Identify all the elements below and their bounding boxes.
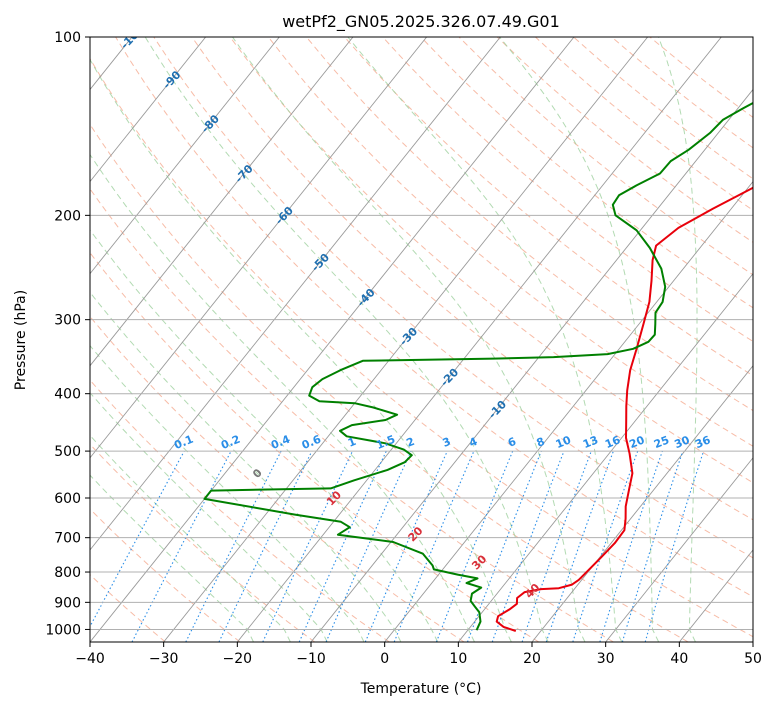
y-tick-label: 400 (54, 387, 81, 403)
y-tick-label: 200 (54, 208, 81, 224)
dry-adiabat-line (267, 37, 753, 447)
mixing-ratio-line (621, 450, 684, 642)
x-tick-label: −20 (223, 651, 253, 667)
mixing-ratio-line (599, 450, 663, 642)
y-axis-ticks: 100 200 300 400 500 600 700 800 900 1000 (45, 30, 90, 638)
moist-adiabat-line (658, 37, 698, 642)
mixing-ratio-label: 8 (535, 435, 547, 450)
pressure-gridlines (90, 37, 753, 630)
mixing-ratio-line (435, 450, 514, 642)
x-tick-label: 40 (670, 651, 688, 667)
isotherm-line (457, 272, 753, 642)
isotherm-line (236, 37, 722, 642)
y-tick-label: 900 (54, 595, 81, 611)
x-tick-label: 50 (744, 651, 762, 667)
moist-adiabat-line (90, 434, 291, 642)
moist-adiabat-line (232, 37, 586, 642)
dry-adiabat-line (90, 188, 614, 642)
mixing-ratio-line (466, 450, 542, 642)
chart-title: wetPf2_GN05.2025.326.07.49.G01 (282, 12, 560, 32)
moist-adiabat-line (144, 37, 549, 642)
y-tick-label: 100 (54, 30, 81, 46)
isotherm-line (90, 37, 428, 459)
isotherm-line (605, 457, 753, 642)
mixing-ratio-label: 36 (693, 433, 712, 451)
mixing-ratio-label: 1 (346, 435, 358, 450)
dry-adiabat-line (90, 379, 390, 642)
sounding-profiles (203, 101, 753, 632)
background-lines (90, 37, 753, 642)
isotherm-line (163, 37, 649, 642)
moist-adiabat-line (90, 229, 439, 642)
isotherm-line (90, 37, 575, 642)
x-axis-ticks: −40 −30 −20 −10 0 10 20 30 40 50 (75, 642, 762, 667)
dry-adiabat-line (306, 37, 753, 412)
isotherm-line (384, 180, 753, 642)
moist-adiabat-line (499, 37, 660, 642)
mixing-ratio-label: 13 (581, 433, 600, 451)
mixing-ratio-label: 3 (441, 435, 453, 450)
isotherm-line (90, 37, 280, 275)
dry-adiabat-line (90, 252, 540, 642)
mixing-ratio-line (325, 450, 412, 642)
isotherm-line (90, 37, 354, 367)
moist-adiabat-line (90, 153, 475, 642)
y-tick-label: 500 (54, 444, 81, 460)
y-tick-label: 1000 (45, 622, 81, 638)
dry-adiabat-line (90, 123, 689, 642)
moist-adiabat-line (90, 344, 365, 642)
x-tick-label: 20 (523, 651, 541, 667)
temperature-profile-line (495, 186, 753, 632)
mixing-ratio-line (364, 450, 448, 642)
y-tick-label: 700 (54, 531, 81, 547)
mixing-ratio-line (545, 450, 614, 642)
dry-adiabat-line (90, 315, 465, 642)
mixing-ratio-line (185, 450, 282, 642)
y-tick-label: 600 (54, 491, 81, 507)
mixing-ratio-line (644, 450, 705, 642)
y-tick-label: 300 (54, 313, 81, 329)
plot-frame (89, 36, 754, 643)
moist-adiabat-line (347, 37, 623, 642)
dry-adiabat-line (90, 573, 166, 642)
mixing-ratio-label: 16 (603, 433, 622, 451)
mixing-ratio-line (491, 450, 565, 642)
moist-adiabat-line (90, 291, 402, 642)
mixing-ratio-line (90, 450, 185, 628)
moist-adiabat-line (90, 474, 254, 642)
mixing-ratio-label: 30 (673, 433, 692, 451)
dry-adiabat-line (229, 37, 753, 484)
y-tick-label: 800 (54, 565, 81, 581)
mixing-ratio-line (572, 450, 639, 642)
isotherm-line (90, 37, 501, 551)
dewpoint-profile-line (203, 101, 753, 631)
y-axis-label: Pressure (hPa) (13, 290, 29, 390)
mixing-ratio-label: 2 (404, 435, 416, 450)
mixing-ratio-line (393, 450, 475, 642)
x-tick-label: −40 (75, 651, 105, 667)
x-tick-label: −30 (149, 651, 179, 667)
x-axis-label: Temperature (°C) (360, 681, 482, 697)
x-tick-label: 10 (449, 651, 467, 667)
dry-adiabat-line (191, 37, 753, 521)
isotherm-line (90, 37, 207, 183)
x-tick-label: 0 (380, 651, 389, 667)
mixing-ratio-label: 20 (627, 433, 646, 451)
x-tick-label: 30 (597, 651, 615, 667)
dry-adiabat-line (344, 37, 753, 377)
mixing-ratio-label: 25 (652, 433, 671, 451)
dry-adiabat-line (90, 443, 315, 642)
isotherm-line (531, 365, 753, 642)
mixing-ratio-line (521, 450, 592, 642)
mixing-ratio-label: 10 (554, 433, 573, 451)
x-tick-label: −10 (296, 651, 326, 667)
moist-adiabat-line (90, 58, 512, 642)
